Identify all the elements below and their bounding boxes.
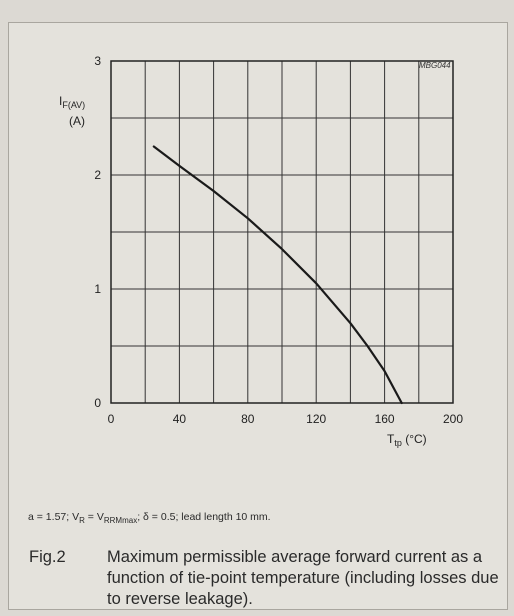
footnote: a = 1.57; VR = VRRMmax; δ = 0.5; lead le… bbox=[28, 511, 271, 525]
caption-label: Fig.2 bbox=[29, 548, 66, 566]
y-tick-label: 2 bbox=[94, 168, 101, 182]
chart: 0 40 80 120 160 200 0 1 2 3 IF(AV) (A) Ttp (°C) bbox=[59, 54, 463, 448]
y-axis-unit: (A) bbox=[69, 114, 85, 128]
footnote-text: a = 1.57; VR = VRRMmax; δ = 0.5; lead le… bbox=[28, 511, 271, 526]
y-axis-label: IF(AV) bbox=[59, 94, 85, 110]
figure-panel: MBG044 0 40 80 120 160 200 0 1 2 3 IF(AV) (A) Ttp (°… bbox=[8, 22, 508, 610]
x-tick-label: 200 bbox=[443, 412, 463, 426]
caption-text: Maximum permissible average forward curr… bbox=[107, 548, 499, 608]
figure-code: MBG044 bbox=[419, 61, 451, 70]
y-tick-label: 1 bbox=[94, 282, 101, 296]
x-tick-label: 40 bbox=[173, 412, 187, 426]
series-line bbox=[152, 145, 403, 405]
plot-frame bbox=[110, 60, 454, 404]
x-axis-label: Ttp (°C) bbox=[387, 432, 427, 448]
x-tick-label: 80 bbox=[241, 412, 255, 426]
y-tick-label: 3 bbox=[94, 54, 101, 68]
y-tick-label: 0 bbox=[94, 396, 101, 410]
x-tick-label: 160 bbox=[375, 412, 395, 426]
x-tick-label: 0 bbox=[108, 412, 115, 426]
x-tick-label: 120 bbox=[306, 412, 326, 426]
